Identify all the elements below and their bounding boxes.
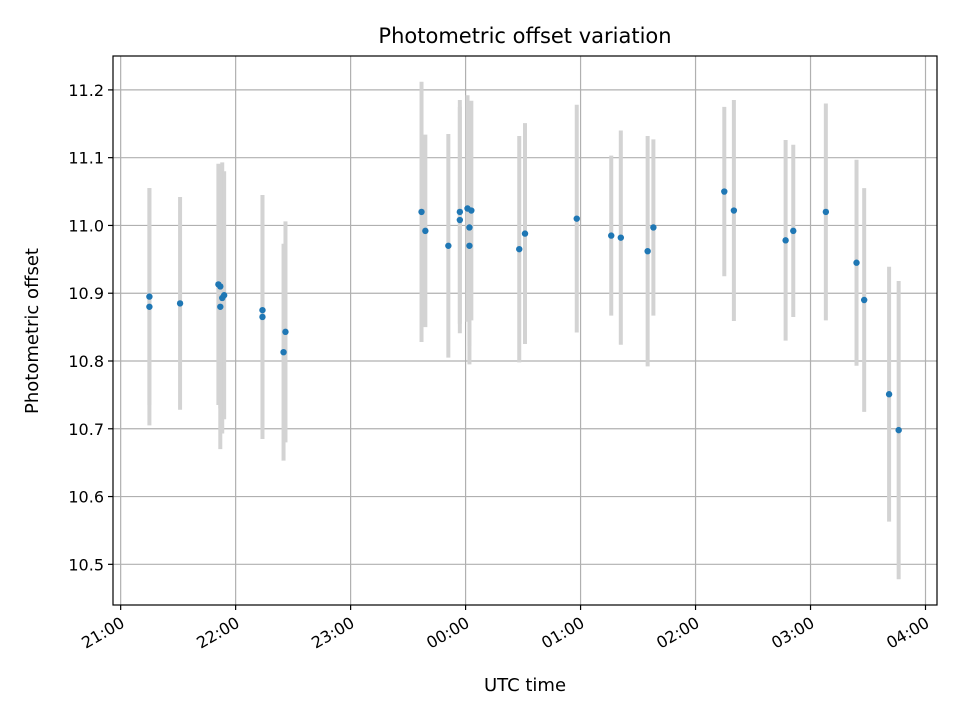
data-point: [644, 248, 651, 255]
data-point: [895, 426, 902, 434]
data-points: [146, 188, 902, 434]
data-point: [608, 232, 615, 239]
data-point: [466, 242, 473, 249]
data-point: [217, 283, 224, 290]
y-tick-label: 10.6: [68, 488, 104, 507]
y-tick-label: 10.5: [68, 555, 104, 574]
data-point: [466, 224, 473, 231]
data-point: [617, 234, 625, 241]
data-point: [516, 245, 523, 253]
data-point: [650, 224, 657, 231]
data-point: [282, 328, 289, 336]
data-point: [456, 208, 464, 216]
y-tick-label: 11.2: [68, 81, 104, 100]
data-point: [573, 215, 580, 222]
data-point: [885, 391, 893, 398]
data-point: [456, 216, 464, 224]
data-point: [730, 207, 738, 214]
data-point: [860, 296, 868, 304]
data-point: [445, 242, 452, 249]
data-point: [822, 208, 830, 216]
data-point: [217, 303, 224, 310]
data-point: [853, 259, 860, 266]
data-point: [146, 303, 153, 310]
data-point: [176, 300, 184, 307]
data-point: [259, 306, 266, 314]
y-axis-label: Photometric offset: [22, 248, 43, 414]
chart-title: Photometric offset variation: [378, 24, 671, 48]
data-point: [721, 188, 728, 195]
data-point: [422, 227, 429, 235]
data-point: [259, 313, 266, 321]
y-tick-label: 11.0: [68, 216, 104, 235]
data-point: [146, 293, 153, 300]
data-point: [418, 208, 425, 216]
y-tick-label: 11.1: [68, 149, 104, 168]
data-point: [280, 348, 287, 356]
y-tick-label: 10.9: [68, 284, 104, 303]
y-tick-label: 10.7: [68, 420, 104, 439]
data-point: [782, 237, 789, 244]
data-point: [220, 292, 228, 299]
plot-area-frame: [112, 55, 938, 606]
data-point: [790, 227, 797, 235]
data-point: [521, 230, 529, 237]
data-point: [468, 207, 475, 214]
x-axis-label: UTC time: [484, 675, 566, 696]
y-tick-label: 10.8: [68, 352, 104, 371]
